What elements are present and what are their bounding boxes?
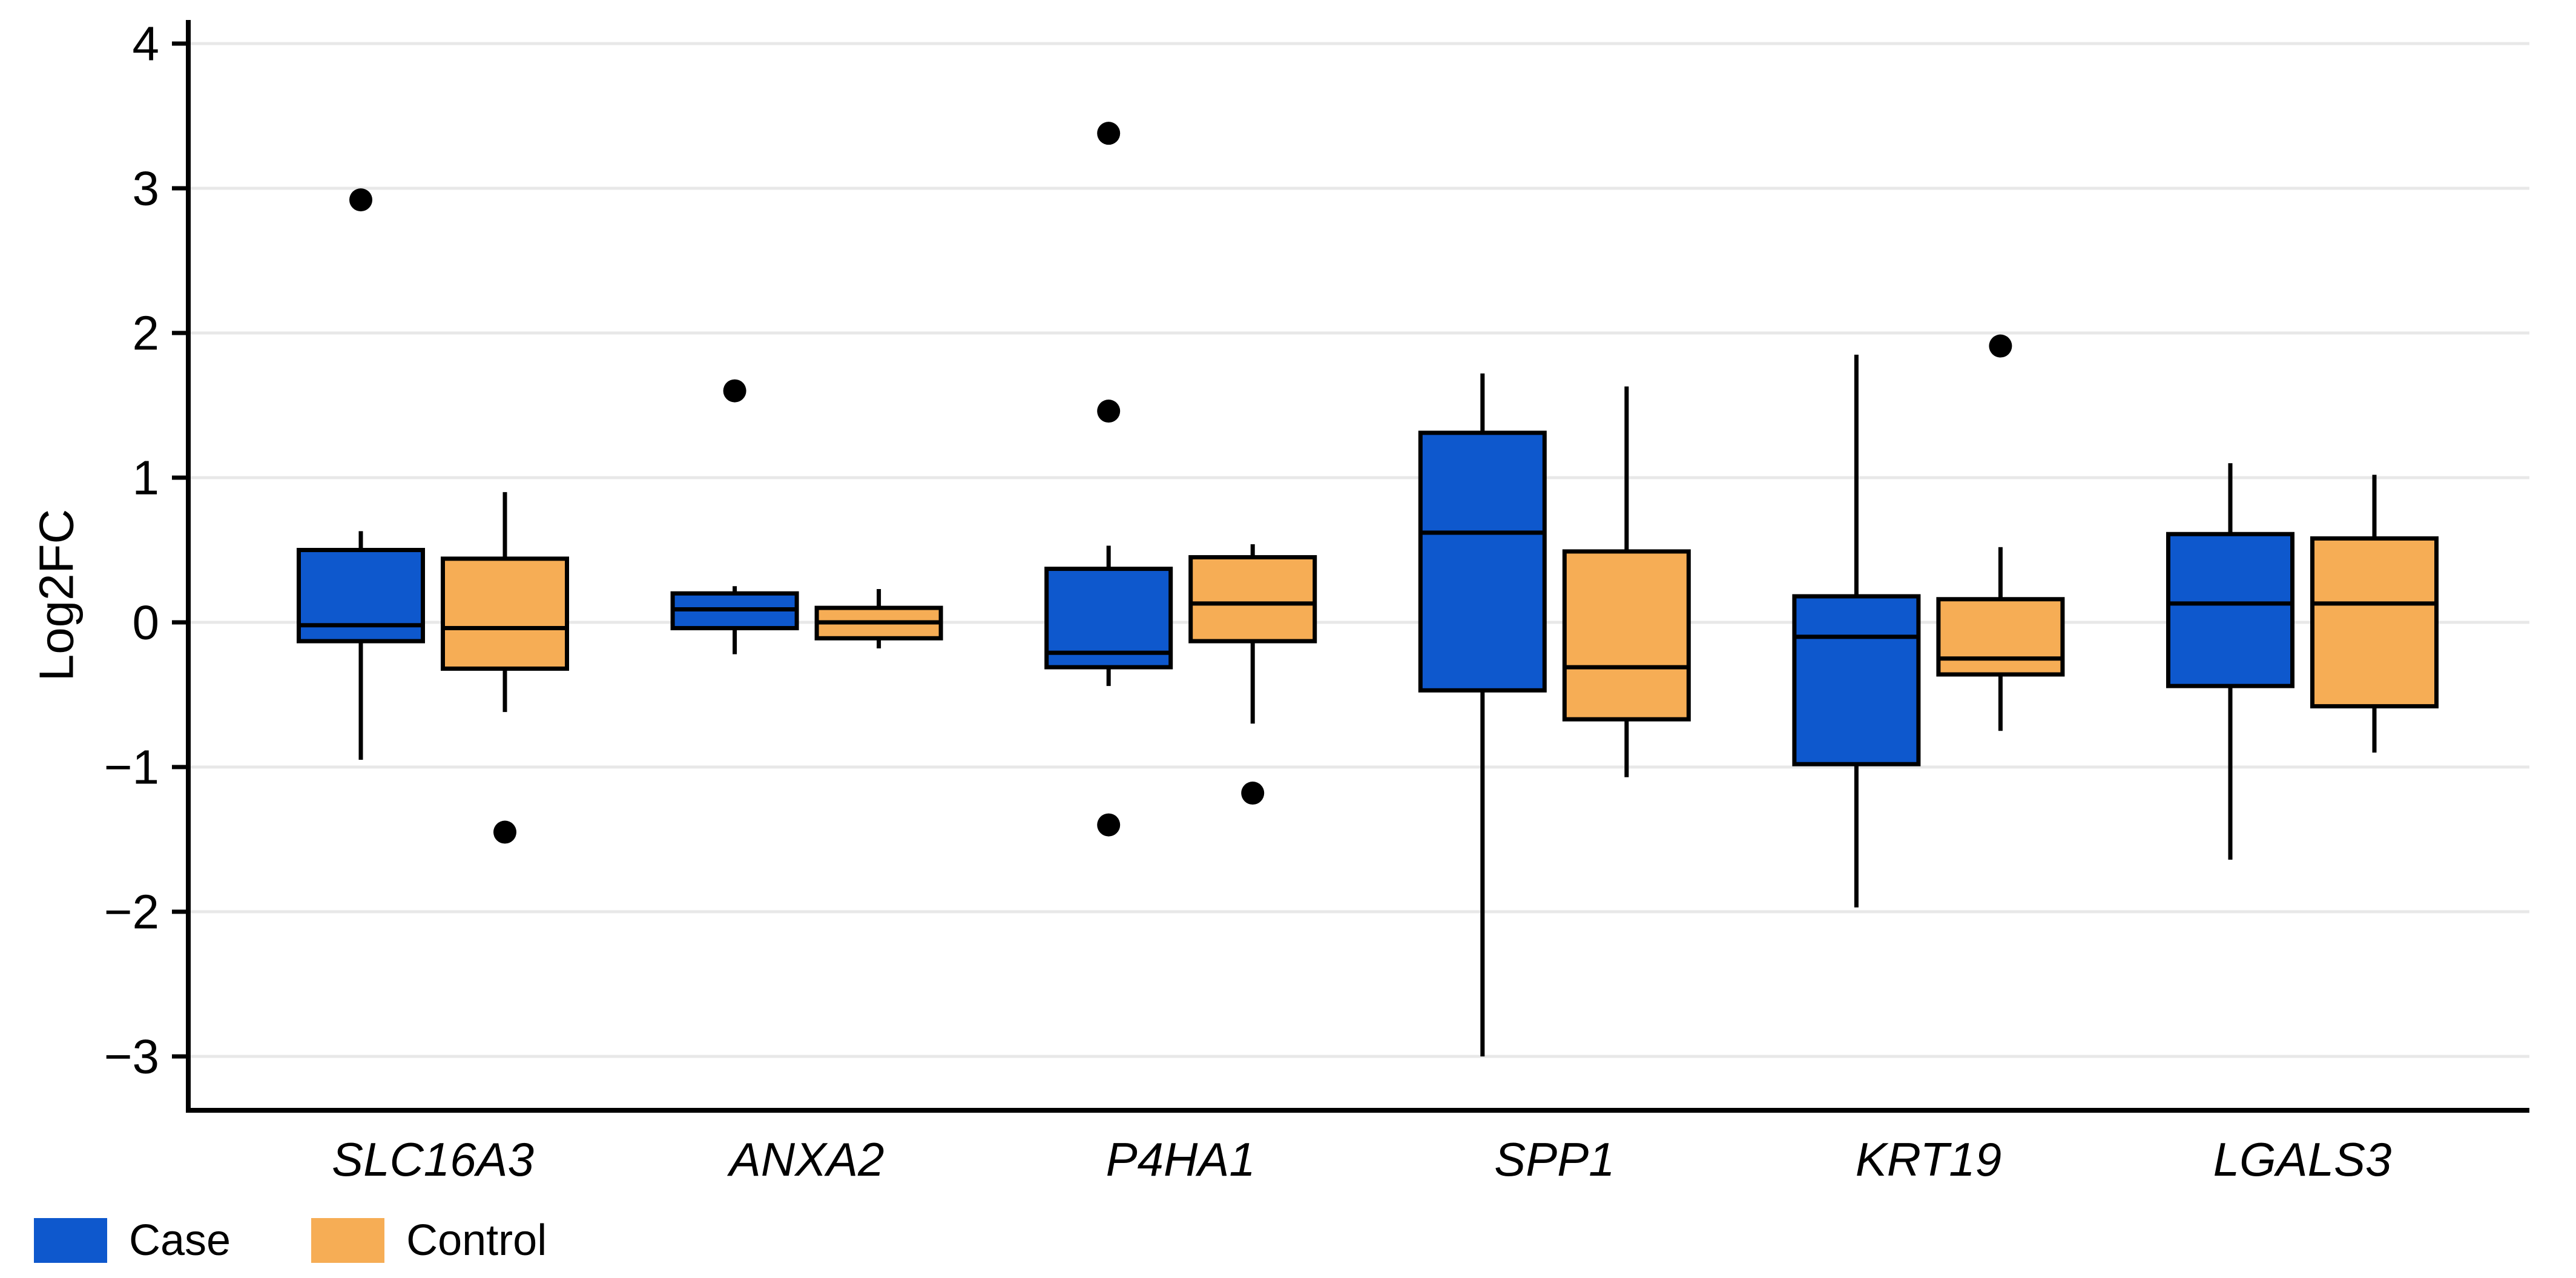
legend-swatch-case — [34, 1218, 107, 1263]
x-category-label-spp1: SPP1 — [1494, 1133, 1615, 1186]
y-tick-label-0: 0 — [133, 596, 160, 650]
y-tick-label--3: −3 — [104, 1030, 159, 1084]
legend-item-control: Control — [311, 1218, 547, 1263]
legend-swatch-control — [311, 1218, 385, 1263]
y-tick-label-3: 3 — [133, 162, 160, 216]
box-case-krt19 — [1792, 594, 1921, 766]
box-control-p4ha1 — [1188, 555, 1317, 644]
y-tick-label-4: 4 — [133, 17, 160, 71]
box-case-slc16a3 — [297, 548, 425, 644]
box-case-spp1 — [1418, 430, 1547, 693]
box-case-lgals3 — [2166, 532, 2294, 688]
outlier-dot-case-anxa2-0 — [723, 379, 746, 403]
outlier-dot-control-slc16a3-0 — [493, 820, 516, 844]
legend-label-control: Control — [406, 1216, 547, 1265]
x-category-label-p4ha1: P4HA1 — [1106, 1133, 1256, 1186]
y-tick-label-1: 1 — [133, 451, 160, 505]
x-category-label-anxa2: ANXA2 — [727, 1133, 884, 1186]
legend-label-case: Case — [129, 1216, 231, 1265]
legend: Case Control — [34, 1218, 547, 1263]
x-category-label-lgals3: LGALS3 — [2213, 1133, 2392, 1186]
y-axis-title: Log2FC — [30, 509, 84, 682]
outlier-dot-case-slc16a3-0 — [349, 188, 372, 212]
y-tick-label--1: −1 — [104, 740, 159, 794]
box-control-spp1 — [1562, 549, 1691, 722]
y-tick-label--2: −2 — [104, 885, 159, 939]
outlier-dot-control-krt19-0 — [1989, 334, 2012, 358]
box-control-lgals3 — [2310, 536, 2439, 709]
box-control-krt19 — [1936, 597, 2065, 677]
x-category-label-krt19: KRT19 — [1856, 1133, 2001, 1186]
box-control-slc16a3 — [441, 556, 569, 671]
x-category-label-slc16a3: SLC16A3 — [332, 1133, 534, 1186]
outlier-dot-case-p4ha1-1 — [1097, 400, 1121, 423]
legend-item-case: Case — [34, 1218, 231, 1263]
y-tick-label-2: 2 — [133, 306, 160, 360]
outlier-dot-control-p4ha1-0 — [1241, 782, 1265, 805]
outlier-dot-case-p4ha1-2 — [1097, 813, 1121, 837]
outlier-dot-case-p4ha1-0 — [1097, 122, 1121, 145]
